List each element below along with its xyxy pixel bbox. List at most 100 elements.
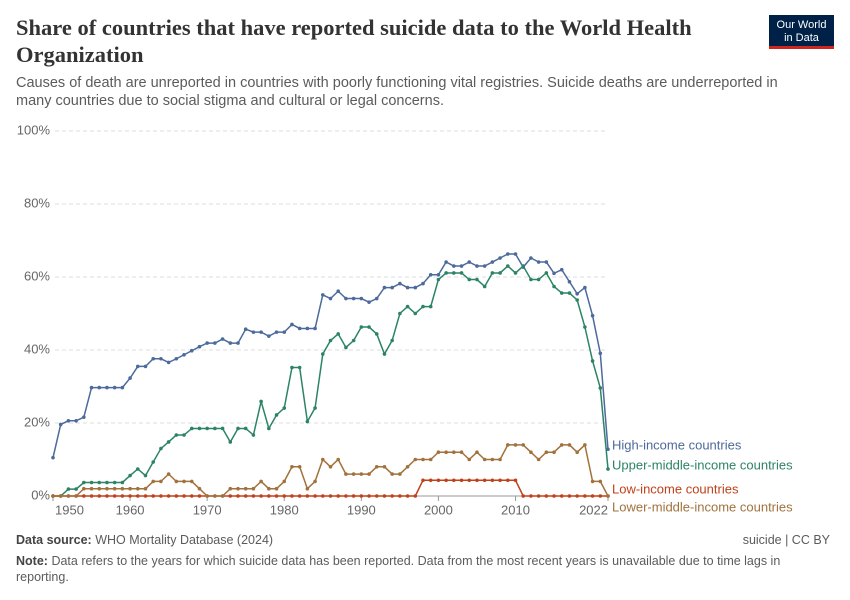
data-point [228,486,233,491]
data-point [259,479,263,484]
data-point [452,478,456,483]
data-point [305,419,310,424]
data-point [428,457,433,462]
data-point [444,271,448,275]
data-point [320,457,325,462]
data-point [459,478,464,483]
data-point [336,289,341,294]
data-point [105,486,109,491]
data-point [143,473,148,478]
data-point [498,271,502,275]
y-tick-label: 60% [24,268,50,283]
data-point [436,277,441,282]
data-point [243,494,248,498]
data-point [290,494,294,498]
data-point [583,494,587,498]
data-point [544,271,549,275]
data-point [351,494,356,498]
data-point [374,465,379,469]
data-point [575,450,579,455]
data-point [112,385,117,390]
data-point [290,465,294,469]
data-point [182,433,186,437]
data-point [475,450,479,455]
data-point [536,494,541,498]
logo[interactable]: Our World in Data [769,15,834,49]
data-point [590,479,595,484]
data-point [236,341,240,345]
note-text: Data refers to the years for which suici… [16,554,781,584]
data-point [544,260,549,264]
data-point [135,467,140,471]
data-point [490,478,495,483]
x-tick-label: 1980 [270,502,299,517]
data-point [259,399,263,404]
data-point [151,479,156,484]
data-point [58,494,63,498]
data-point [159,356,163,361]
data-point [344,472,348,476]
data-point [220,426,225,431]
data-point [544,450,549,455]
data-point [174,433,179,437]
data-point [82,480,86,485]
data-point [66,419,71,423]
data-point [567,494,572,498]
data-point [405,465,410,469]
data-point [274,330,279,334]
data-point [267,494,271,498]
data-point [189,479,194,484]
data-point [405,304,410,309]
data-point [467,478,472,483]
data-point [243,327,248,331]
data-point [359,494,364,498]
data-point [297,494,302,498]
data-point [552,494,556,498]
data-point [482,264,487,268]
data-point [521,264,526,268]
data-point [82,415,86,419]
data-point [105,480,109,485]
data-point [143,364,148,369]
data-point [305,494,310,498]
chart-title: Share of countries that have reported su… [16,15,692,67]
data-point [328,465,333,469]
data-point [344,494,348,498]
data-point [344,296,348,301]
data-point [382,494,387,498]
data-point [313,326,317,331]
license[interactable]: suicide | CC BY [742,533,830,547]
data-point [513,443,518,447]
x-tick-label: 2000 [424,502,453,517]
data-point [97,480,102,485]
data-point [197,494,202,498]
data-point [135,364,140,369]
chart: 0% 20% 40% 60% 80% 100% 1950 1960 1970 1980 1990 20… [17,122,793,517]
data-point [452,450,456,455]
data-point [51,455,55,460]
data-point [390,285,394,290]
data-point [267,486,271,491]
data-point [320,293,325,297]
source: Data source: WHO Mortality Database (202… [16,532,273,548]
data-point [74,487,78,491]
note: Note: Data refers to the years for which… [16,553,816,585]
data-point [174,494,179,498]
data-point [313,406,317,410]
legend-label: Upper-middle-income countries [612,457,793,472]
data-point [374,332,379,336]
data-point [259,330,263,334]
legend-label: High-income countries [612,438,742,453]
data-point [421,478,425,483]
data-point [297,465,302,469]
data-point [390,494,394,498]
data-point [274,413,279,417]
data-point [367,325,371,329]
data-point [274,494,279,498]
data-point [66,494,71,498]
data-point [336,494,341,498]
data-point [128,486,132,491]
data-point [135,494,140,498]
data-point [112,480,117,485]
data-point [182,494,186,498]
